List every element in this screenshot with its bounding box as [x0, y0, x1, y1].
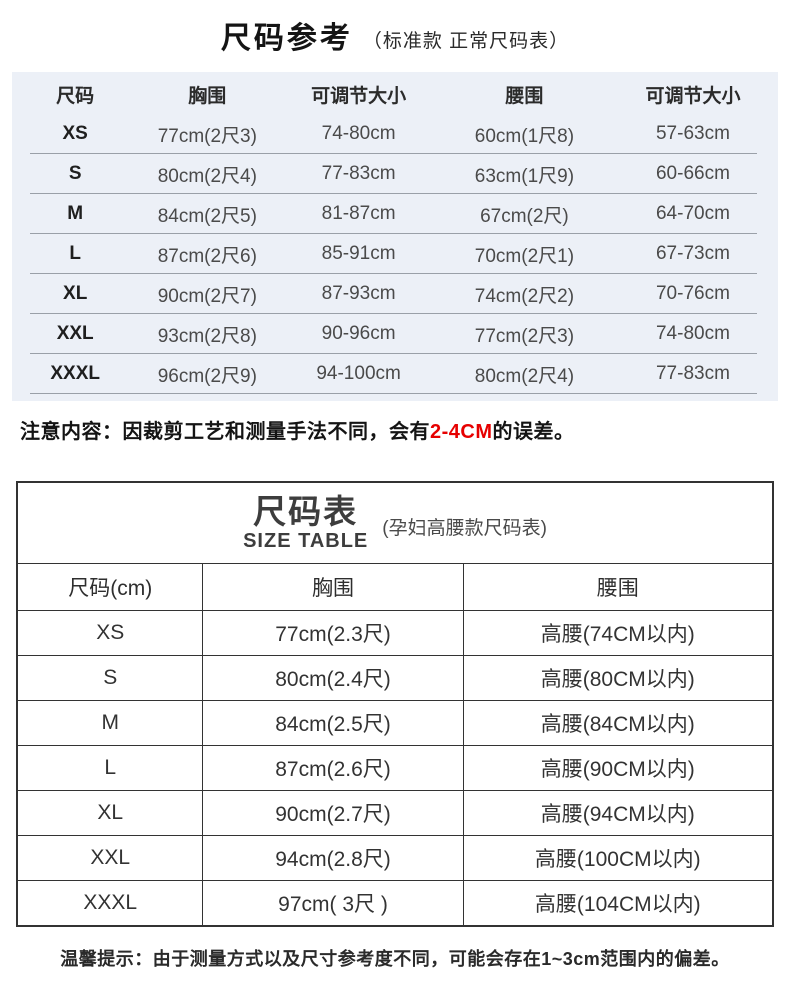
chest-cell: 90cm(2尺7): [157, 285, 257, 307]
chest-cell: 94cm(2.8尺): [202, 835, 464, 881]
tolerance-note-suffix: 的误差。: [492, 421, 575, 443]
chest-range-cell: 94-100cm: [316, 363, 401, 384]
size-cell: L: [16, 745, 204, 791]
chest-cell: 84cm(2.5尺): [202, 700, 464, 746]
chest-cell: 77cm(2.3尺): [202, 610, 464, 656]
waist-cell: 77cm(2尺3): [474, 325, 575, 347]
table-row: L 87cm(2.6尺) 高腰(90CM以内): [16, 745, 774, 791]
chest-range-cell: 77-83cm: [321, 163, 396, 184]
chest-cell: 84cm(2尺5): [157, 205, 257, 227]
chest-cell: 80cm(2.4尺): [202, 655, 464, 701]
waist-range-cell: 60-66cm: [655, 163, 730, 184]
chest-cell: 93cm(2尺8): [157, 325, 257, 347]
size-table-title-en: SIZE TABLE: [243, 530, 369, 553]
column-header-size: 尺码(cm): [16, 563, 204, 611]
size-cell: M: [67, 203, 84, 224]
size-cell: XXL: [56, 323, 94, 344]
chest-cell: 87cm(2.6尺): [202, 745, 464, 791]
waist-range-cell: 64-70cm: [655, 203, 730, 224]
table-row: S 80cm(2尺4) 77-83cm 63cm(1尺9) 60-66cm: [12, 154, 778, 194]
table-row: M 84cm(2尺5) 81-87cm 67cm(2尺) 64-70cm: [12, 194, 778, 234]
size-cell: XS: [16, 610, 204, 656]
size-cell: XL: [63, 283, 88, 304]
chest-cell: 96cm(2尺9): [157, 365, 257, 387]
chest-range-cell: 90-96cm: [321, 323, 396, 344]
chest-range-cell: 85-91cm: [321, 243, 396, 264]
table-row: L 87cm(2尺6) 85-91cm 70cm(2尺1) 67-73cm: [12, 234, 778, 274]
table-row: XXXL 96cm(2尺9) 94-100cm 80cm(2尺4) 77-83c…: [12, 354, 778, 394]
waist-range-cell: 70-76cm: [655, 283, 730, 304]
table-row: XL 90cm(2尺7) 87-93cm 74cm(2尺2) 70-76cm: [12, 274, 778, 314]
chest-cell: 90cm(2.7尺): [202, 790, 464, 836]
size-cell: M: [16, 700, 204, 746]
table-row: XS 77cm(2尺3) 74-80cm 60cm(1尺8) 57-63cm: [12, 114, 778, 154]
size-cell: XXL: [16, 835, 204, 881]
waist-cell: 高腰(84CM以内): [462, 700, 774, 746]
table-row: S 80cm(2.4尺) 高腰(80CM以内): [16, 655, 774, 701]
waist-range-cell: 74-80cm: [655, 323, 730, 344]
size-cell: S: [68, 163, 82, 184]
chest-range-cell: 81-87cm: [321, 203, 396, 224]
standard-size-table: 尺码 胸围 可调节大小 腰围 可调节大小 XS 77cm(2尺3) 74-80c…: [12, 72, 778, 401]
chest-cell: 77cm(2尺3): [157, 125, 257, 147]
size-table-subtitle: (孕妇高腰款尺码表): [382, 517, 547, 539]
page-header: 尺码参考 （标准款 正常尺码表）: [0, 0, 790, 70]
table-title-row: 尺码表 SIZE TABLE (孕妇高腰款尺码表): [16, 481, 774, 564]
column-header-chest: 胸围: [202, 563, 464, 611]
maternity-size-table: 尺码表 SIZE TABLE (孕妇高腰款尺码表) 尺码(cm) 胸围 腰围 X…: [16, 481, 774, 927]
waist-cell: 60cm(1尺8): [474, 125, 575, 147]
table-row: XXL 93cm(2尺8) 90-96cm 77cm(2尺3) 74-80cm: [12, 314, 778, 354]
waist-range-cell: 57-63cm: [655, 123, 730, 144]
waist-cell: 高腰(80CM以内): [462, 655, 774, 701]
waist-range-cell: 67-73cm: [655, 243, 730, 264]
chest-range-cell: 87-93cm: [321, 283, 396, 304]
size-cell: L: [69, 243, 81, 264]
table-row: XL 90cm(2.7尺) 高腰(94CM以内): [16, 790, 774, 836]
table-row: XS 77cm(2.3尺) 高腰(74CM以内): [16, 610, 774, 656]
size-cell: XXXL: [50, 363, 100, 384]
table-row: XXXL 97cm( 3尺 ) 高腰(104CM以内): [16, 880, 774, 927]
column-header-size: 尺码: [56, 85, 95, 107]
column-header-chest-adj: 可调节大小: [311, 85, 407, 107]
standard-size-table-header-row: 尺码 胸围 可调节大小 腰围 可调节大小: [12, 74, 778, 114]
waist-cell: 70cm(2尺1): [474, 245, 575, 267]
waist-cell: 高腰(94CM以内): [462, 790, 774, 836]
tolerance-note-highlight: 2-4CM: [430, 421, 493, 443]
waist-cell: 80cm(2尺4): [474, 365, 575, 387]
waist-range-cell: 77-83cm: [655, 363, 730, 384]
page-subtitle: （标准款 正常尺码表）: [362, 30, 570, 52]
tolerance-note: 注意内容：因裁剪工艺和测量手法不同，会有2-4CM的误差。: [20, 415, 790, 444]
column-header-waist: 腰围: [505, 85, 544, 107]
size-cell: XL: [16, 790, 204, 836]
size-cell: XS: [62, 123, 88, 144]
waist-cell: 高腰(104CM以内): [462, 880, 774, 927]
waist-cell: 高腰(100CM以内): [462, 835, 774, 881]
measurement-tip: 温馨提示：由于测量方式以及尺寸参考度不同，可能会存在1~3cm范围内的偏差。: [60, 949, 730, 969]
table-row: M 84cm(2.5尺) 高腰(84CM以内): [16, 700, 774, 746]
maternity-table-header-row: 尺码(cm) 胸围 腰围: [16, 563, 774, 611]
chest-cell: 97cm( 3尺 ): [202, 880, 464, 927]
waist-cell: 高腰(90CM以内): [462, 745, 774, 791]
waist-cell: 67cm(2尺): [480, 205, 569, 227]
size-cell: S: [16, 655, 204, 701]
size-cell: XXXL: [16, 880, 204, 927]
column-header-waist-adj: 可调节大小: [645, 85, 741, 107]
waist-cell: 74cm(2尺2): [474, 285, 575, 307]
maternity-size-table-wrap: 尺码表 SIZE TABLE (孕妇高腰款尺码表) 尺码(cm) 胸围 腰围 X…: [16, 481, 774, 927]
page-title: 尺码参考: [220, 22, 353, 55]
chest-cell: 80cm(2尺4): [157, 165, 257, 187]
column-header-waist: 腰围: [462, 563, 774, 611]
tolerance-note-text: 注意内容：因裁剪工艺和测量手法不同，会有: [20, 421, 430, 443]
size-table-title: 尺码表: [253, 492, 359, 530]
chest-cell: 87cm(2尺6): [157, 245, 257, 267]
waist-cell: 高腰(74CM以内): [462, 610, 774, 656]
waist-cell: 63cm(1尺9): [474, 165, 575, 187]
table-row: XXL 94cm(2.8尺) 高腰(100CM以内): [16, 835, 774, 881]
chest-range-cell: 74-80cm: [321, 123, 396, 144]
column-header-chest: 胸围: [188, 85, 227, 107]
